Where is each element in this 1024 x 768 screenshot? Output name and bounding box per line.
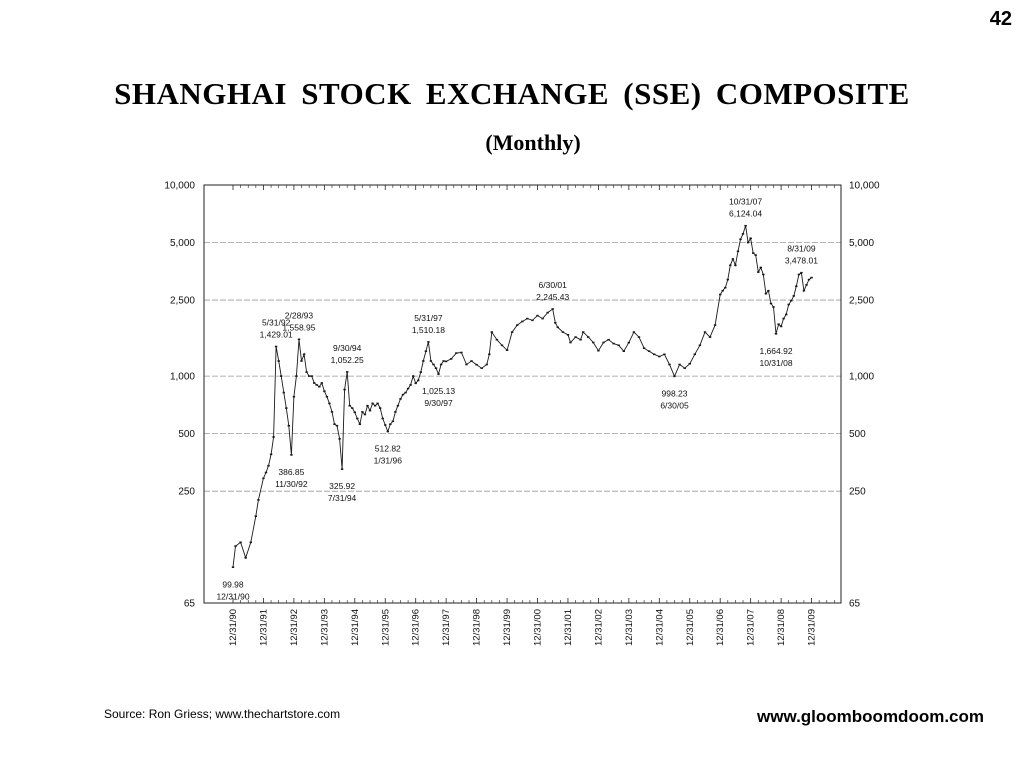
annotation-date: 5/31/97 — [414, 313, 443, 323]
annotation-value: 386.85 — [278, 467, 304, 477]
y-tick-label-right: 500 — [849, 429, 866, 440]
annotation-value: 325.92 — [329, 481, 355, 491]
x-tick-label: 12/31/03 — [624, 609, 635, 646]
y-axis-left: 10,000 5,000 2,500 1,000 500 250 65 — [164, 181, 195, 610]
x-tick-label: 12/31/08 — [776, 609, 787, 646]
annotation-date: 10/31/07 — [729, 197, 762, 207]
annotation-date: 12/31/90 — [216, 591, 249, 601]
y-tick-label-left: 2,500 — [170, 296, 195, 307]
annotation-value: 1,558.95 — [282, 322, 315, 332]
y-tick-label-right: 5,000 — [849, 238, 874, 249]
annotation-value: 99.98 — [222, 579, 244, 589]
source-note: Source: Ron Griess; www.thechartstore.co… — [104, 707, 341, 721]
x-tick-label: 12/31/04 — [654, 609, 665, 646]
y-tick-label-left: 1,000 — [170, 372, 195, 383]
annotation-date: 9/30/94 — [333, 343, 362, 353]
website-note: www.gloomboomdoom.com — [757, 707, 984, 726]
x-tick-label: 12/31/97 — [441, 609, 452, 646]
annotation-date: 10/31/08 — [759, 358, 792, 368]
annotation-value: 3,478.01 — [785, 256, 818, 266]
annotation-value: 1,429.01 — [260, 329, 293, 339]
chart: 10,000 5,000 2,500 1,000 500 250 65 10,000 5,00… — [164, 181, 880, 646]
page-number: 42 — [989, 8, 1012, 30]
annotation-date: 7/31/94 — [328, 493, 357, 503]
y-tick-label-left: 500 — [178, 429, 195, 440]
x-tick-label: 12/31/01 — [563, 609, 574, 646]
y-tick-label-left: 250 — [178, 487, 195, 498]
annotation-value: 998.23 — [662, 388, 688, 398]
x-tick-label: 12/31/90 — [228, 609, 239, 646]
annotation-value: 1,664.92 — [759, 346, 792, 356]
annotation-date: 5/31/92 — [262, 317, 291, 327]
grid-lines — [204, 242, 841, 492]
axis-ticks — [232, 185, 835, 603]
x-axis: 12/31/90 12/31/91 12/31/92 12/31/93 12/31/94… — [228, 609, 818, 646]
y-tick-label-right: 250 — [849, 487, 866, 498]
annotation-date: 6/30/01 — [539, 280, 568, 290]
x-tick-label: 12/31/91 — [258, 609, 269, 646]
annotation-date: 8/31/09 — [787, 244, 816, 254]
x-tick-label: 12/31/94 — [350, 609, 361, 646]
annotations: 99.98 12/31/90 5/31/92 1,429.01 2/28/93 1,558… — [216, 197, 818, 602]
y-tick-label-right: 10,000 — [849, 181, 880, 192]
annotation-value: 1,510.18 — [412, 325, 445, 335]
x-tick-label: 12/31/06 — [715, 609, 726, 646]
annotation-value: 1,052.25 — [331, 355, 364, 365]
x-tick-label: 12/31/09 — [807, 609, 818, 646]
series-line — [232, 225, 812, 568]
plot-frame — [203, 184, 842, 604]
x-tick-label: 12/31/07 — [746, 609, 757, 646]
annotation-value: 512.82 — [375, 444, 401, 454]
y-tick-label-right: 1,000 — [849, 372, 874, 383]
y-tick-label-right: 65 — [849, 599, 861, 610]
series-sse-composite — [231, 224, 813, 569]
y-tick-label-left: 10,000 — [164, 181, 195, 192]
x-tick-label: 12/31/02 — [593, 609, 604, 646]
annotation-date: 9/30/97 — [424, 398, 453, 408]
annotation-date: 1/31/96 — [374, 456, 403, 466]
x-tick-label: 12/31/93 — [319, 609, 330, 646]
chart-subtitle: (Monthly) — [485, 130, 581, 155]
annotation-value: 6,124.04 — [729, 209, 762, 219]
x-tick-label: 12/31/96 — [411, 609, 422, 646]
annotation-date: 2/28/93 — [285, 310, 314, 320]
x-tick-label: 12/31/92 — [289, 609, 300, 646]
x-tick-label: 12/31/00 — [533, 609, 544, 646]
y-tick-label-left: 65 — [184, 599, 196, 610]
x-tick-label: 12/31/05 — [685, 609, 696, 646]
y-tick-label-right: 2,500 — [849, 296, 874, 307]
x-tick-label: 12/31/98 — [472, 609, 483, 646]
chart-title: SHANGHAI STOCK EXCHANGE (SSE) COMPOSITE — [114, 76, 910, 111]
annotation-value: 1,025.13 — [422, 386, 455, 396]
y-axis-right: 10,000 5,000 2,500 1,000 500 250 65 — [849, 181, 880, 610]
x-tick-label: 12/31/95 — [380, 609, 391, 646]
x-tick-label: 12/31/99 — [502, 609, 513, 646]
y-tick-label-left: 5,000 — [170, 238, 195, 249]
annotation-date: 6/30/05 — [660, 400, 689, 410]
annotation-value: 2,245.43 — [536, 292, 569, 302]
annotation-date: 11/30/92 — [275, 479, 308, 489]
